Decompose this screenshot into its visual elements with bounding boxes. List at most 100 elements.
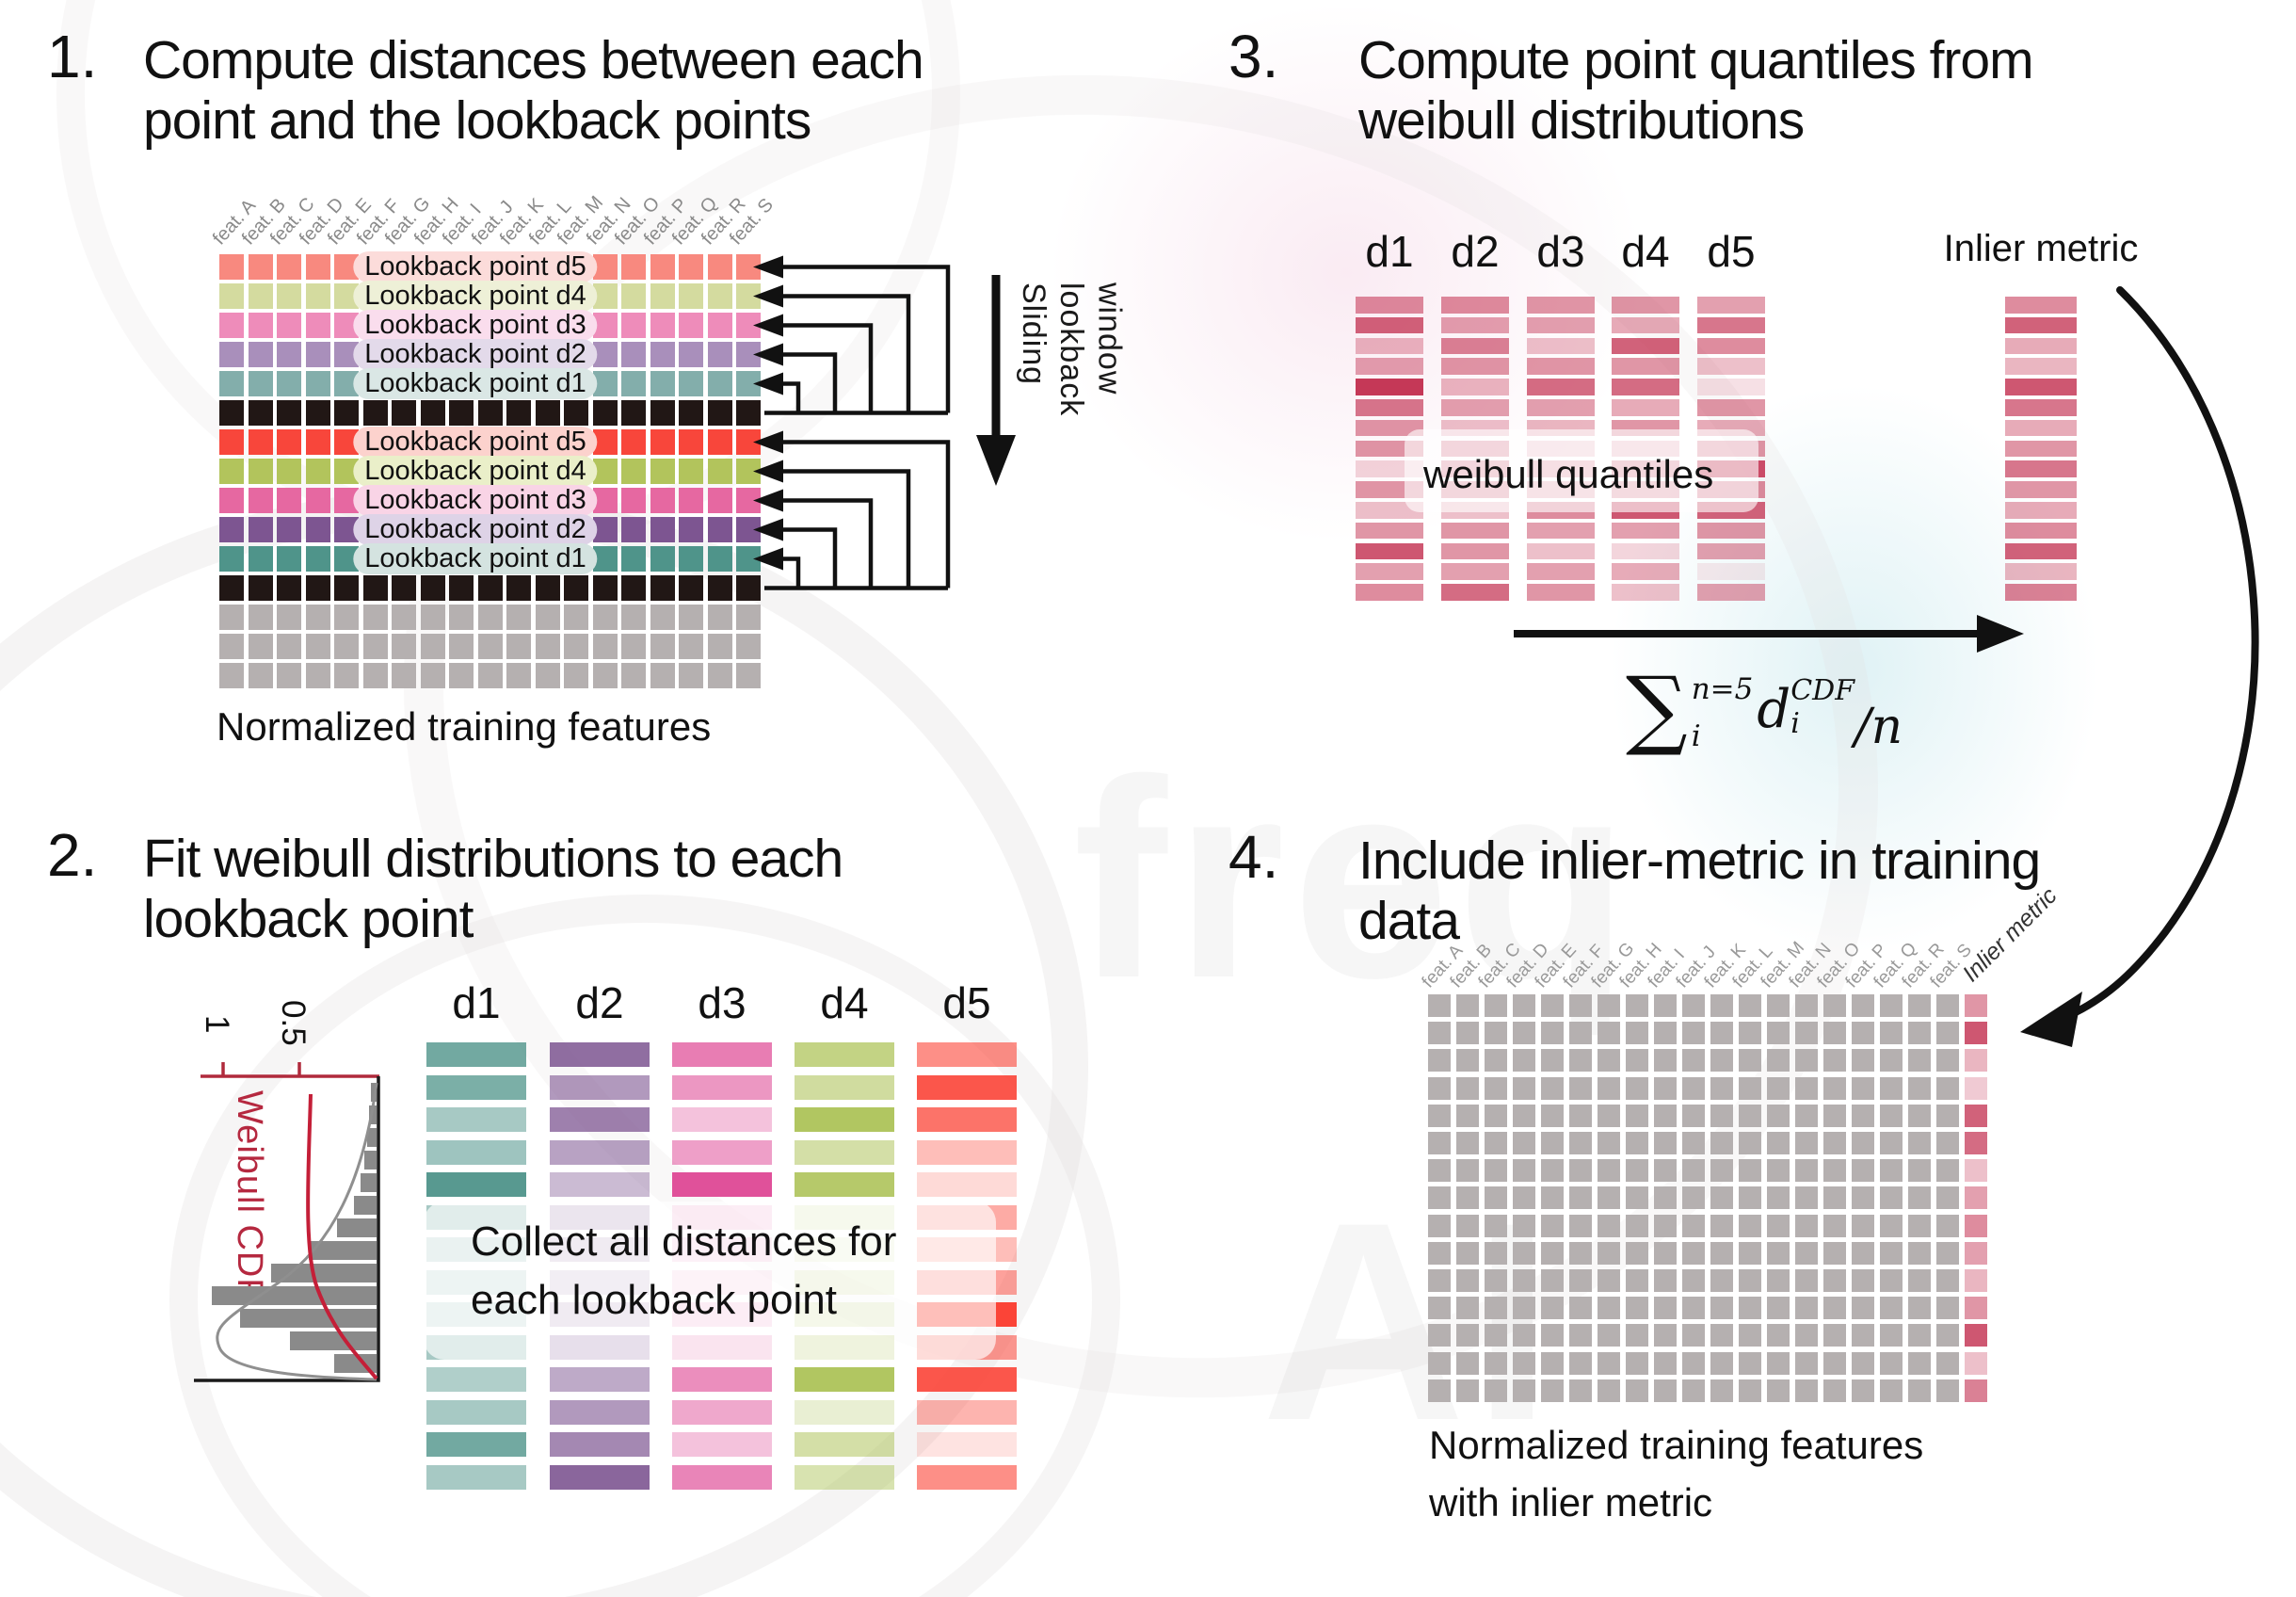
grid-cell (1767, 1132, 1790, 1154)
grid-cell (679, 254, 703, 280)
step4-heading: Include inlier-metric in training data (1358, 831, 2041, 952)
grid-cell (592, 400, 618, 426)
step1-heading-line2: point and the lookback points (143, 90, 811, 152)
distance-bar (1356, 337, 1423, 355)
grid-row (1428, 1132, 1987, 1154)
grid-cell (1682, 1214, 1705, 1237)
step2-heading: Fit weibull distributions to each lookba… (143, 829, 843, 950)
grid-cell (1682, 1297, 1705, 1320)
grid-cell (650, 605, 675, 630)
sum-arrow-icon (1514, 615, 2024, 653)
grid-cell (1710, 1351, 1733, 1375)
distance-bar (672, 1399, 772, 1425)
grid-cell (1682, 1104, 1705, 1127)
distance-bar (917, 1172, 1017, 1197)
grid-cell (679, 663, 703, 688)
distance-bar (2005, 460, 2077, 477)
grid-cell (1654, 1022, 1677, 1045)
quantile-column-d3 (1527, 297, 1595, 605)
grid-cell (1936, 1351, 1959, 1375)
distance-bar (1356, 502, 1423, 519)
histogram-bar (309, 1241, 377, 1260)
distance-bar (672, 1172, 772, 1197)
grid-cell (219, 283, 244, 309)
grid-cell (1456, 1297, 1479, 1320)
column-header-d4: d4 (820, 978, 869, 1027)
distance-bar (1356, 419, 1423, 437)
distance-bar (2005, 542, 2077, 560)
grid-cell (1569, 1297, 1592, 1320)
grid-cell (736, 634, 761, 659)
grid-cell (392, 663, 416, 688)
distance-bar (1356, 522, 1423, 540)
grid-cell (1541, 1104, 1564, 1127)
grid-cell (305, 429, 330, 455)
grid-cell (621, 575, 646, 601)
grid-cell (1852, 1241, 1874, 1265)
grid-cell (1767, 1241, 1790, 1265)
distance-bar (1612, 399, 1679, 416)
grid-cell (248, 400, 273, 426)
distance-bar (550, 1172, 650, 1197)
distance-bar (1612, 337, 1679, 355)
grid-cell (1710, 1297, 1733, 1320)
column-header-d1: d1 (452, 978, 501, 1027)
grid-cell (248, 605, 273, 630)
grid-cell (621, 400, 646, 426)
grid-cell (1852, 1132, 1874, 1154)
grid-cell (621, 283, 646, 309)
grid-cell (1428, 1351, 1451, 1375)
grid-cell (1682, 1269, 1705, 1292)
grid-cell (305, 283, 330, 309)
grid-cell (392, 634, 416, 659)
grid-cell (707, 488, 732, 513)
sliding-window-arrow (976, 275, 1016, 486)
grid-cell (1513, 1351, 1535, 1375)
grid-cell (1456, 1132, 1479, 1154)
grid-cell (477, 605, 503, 630)
grid-cell (707, 371, 732, 396)
distance-bar (2005, 297, 2077, 314)
grid-cell (1626, 1076, 1648, 1100)
grid-cell (1823, 1324, 1846, 1347)
grid-cell (1654, 1297, 1677, 1320)
grid-cell (1682, 994, 1705, 1017)
grid-cell (334, 634, 359, 659)
grid-cell (1880, 1076, 1903, 1100)
divide-by-n: /n (1854, 699, 1903, 755)
grid-cell (1908, 1297, 1931, 1320)
distance-bar (1697, 379, 1765, 395)
distance-bar (1612, 358, 1679, 375)
grid-cell (277, 342, 301, 367)
grid-cell (1936, 1076, 1959, 1100)
grid-row (1428, 1324, 1987, 1347)
grid-cell (1767, 1022, 1790, 1045)
grid-cell (248, 342, 273, 367)
distance-bar (1441, 584, 1509, 601)
grid-cell (1626, 1297, 1648, 1320)
sum-upper-limit: n=5 (1691, 672, 1754, 706)
grid-cell (1880, 1297, 1903, 1320)
grid-cell (1908, 1159, 1931, 1183)
grid-cell (248, 546, 273, 572)
grid-cell (679, 634, 703, 659)
grid-cell (1936, 994, 1959, 1017)
grid-cell (392, 605, 416, 630)
grid-cell (621, 342, 646, 367)
grid-cell (219, 517, 244, 542)
histogram-bar (290, 1331, 377, 1350)
grid-cell (1710, 1076, 1733, 1100)
grid-cell (1908, 1049, 1931, 1073)
step1-heading: Compute distances between each point and… (143, 30, 924, 152)
grid-cell (592, 605, 618, 630)
grid-cell (1880, 1049, 1903, 1073)
grid-cell (1485, 1076, 1507, 1100)
grid-cell (736, 254, 761, 280)
distance-bar (917, 1042, 1017, 1067)
grid-cell (1569, 1186, 1592, 1210)
grid-cell (1428, 1379, 1451, 1402)
distance-bar (1356, 379, 1423, 395)
step3-heading: Compute point quantiles from weibull dis… (1358, 30, 2034, 152)
grid-cell (277, 459, 301, 484)
step4-heading-line2: data (1358, 891, 1460, 952)
